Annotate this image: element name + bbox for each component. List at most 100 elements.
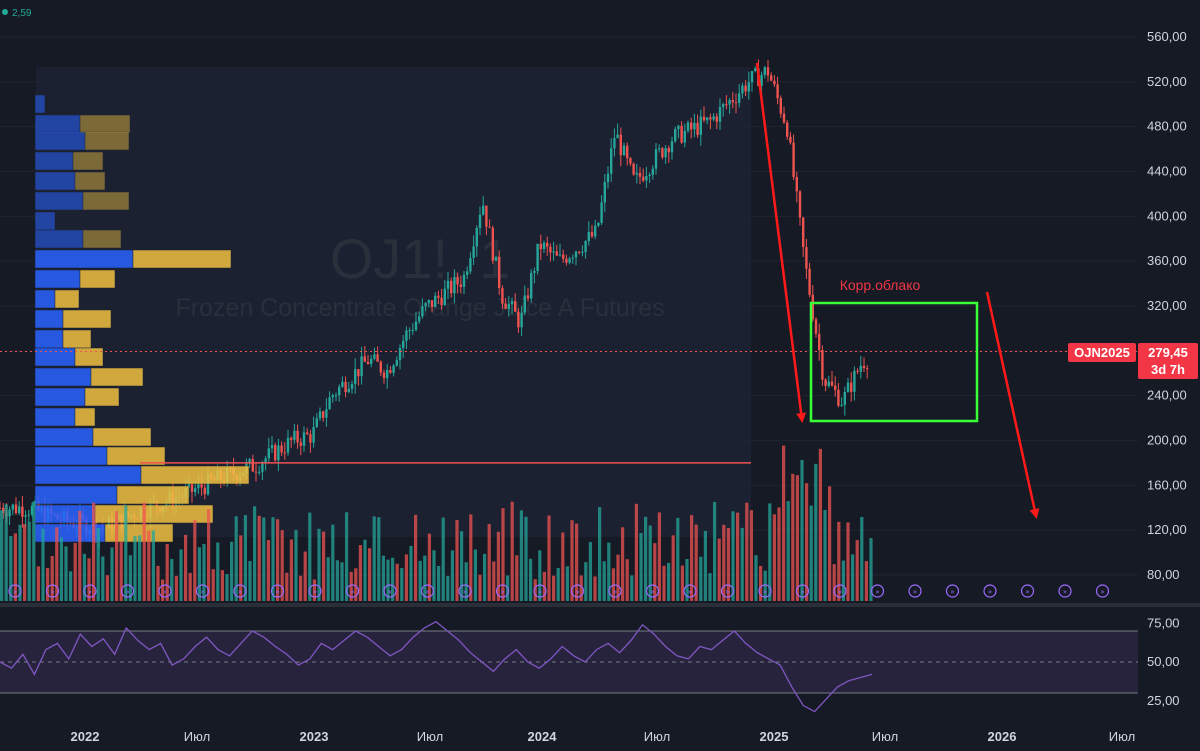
profile-bar-yellow — [74, 407, 96, 427]
volume-bar — [450, 550, 454, 601]
candle-body — [651, 168, 654, 175]
volume-bar — [299, 575, 303, 601]
volume-bar — [726, 527, 730, 601]
volume-bar — [36, 566, 40, 601]
volume-bar — [372, 516, 376, 601]
candle-body — [542, 242, 546, 250]
candle-body — [267, 448, 270, 459]
volume-bar — [828, 486, 832, 601]
volume-bar — [377, 517, 381, 601]
candle-body — [731, 99, 734, 103]
volume-bar — [851, 554, 855, 601]
profile-bar-yellow — [116, 485, 190, 505]
candle-body — [606, 173, 610, 183]
down-arrow-2 — [985, 291, 1040, 519]
candle-body — [418, 316, 421, 322]
candle-body — [0, 507, 2, 509]
event-marker-glyph: » — [725, 588, 729, 596]
candle-body — [846, 382, 850, 393]
event-marker-glyph: » — [1063, 588, 1067, 596]
volume-bar — [621, 527, 625, 601]
volume-bar — [441, 517, 445, 601]
volume-profile — [34, 94, 250, 543]
candle-body — [424, 303, 427, 307]
volume-bar — [46, 567, 50, 601]
volume-bar — [391, 557, 395, 601]
candle-body — [328, 397, 331, 410]
price-tag-bg — [1138, 343, 1198, 379]
volume-bar — [460, 531, 464, 601]
candle-body — [552, 251, 555, 253]
event-marker-glyph: » — [163, 588, 167, 596]
profile-bar-yellow — [92, 427, 152, 447]
event-marker-icon — [120, 584, 135, 598]
volume-bar — [243, 515, 247, 601]
event-marker-icon — [233, 584, 247, 598]
time-tick-label: 2022 — [71, 729, 100, 744]
profile-bar-yellow — [62, 329, 92, 349]
volume-bar — [335, 560, 339, 601]
volume-bar — [105, 575, 109, 601]
candle-body — [498, 256, 501, 289]
event-marker-glyph: » — [388, 588, 392, 596]
candle-body — [299, 442, 302, 446]
volume-bar — [478, 574, 482, 601]
candle-body — [805, 247, 808, 269]
volume-bar — [487, 524, 491, 601]
event-marker-glyph: » — [275, 588, 279, 596]
event-marker-glyph: » — [875, 588, 879, 596]
profile-bar-blue — [34, 269, 81, 289]
volume-bar — [708, 573, 712, 601]
candle-body — [8, 509, 11, 517]
volume-bar — [832, 564, 836, 601]
profile-bar-yellow — [84, 131, 130, 151]
profile-bar-yellow — [132, 249, 232, 269]
candle-body — [830, 381, 834, 386]
candle-body — [738, 93, 741, 103]
candle-body — [306, 432, 309, 435]
last-price-label: 279,45 — [1148, 345, 1188, 360]
event-marker-glyph: » — [238, 588, 242, 596]
candle-body — [258, 471, 261, 473]
candle-body — [859, 365, 862, 372]
profile-bar-yellow — [79, 114, 131, 134]
rsi-tick-label: 75,00 — [1147, 615, 1180, 630]
candle-body — [440, 297, 443, 306]
profile-bar-blue — [34, 465, 142, 485]
candle-body — [549, 246, 552, 253]
candle-body — [837, 389, 840, 406]
candle-body — [270, 445, 274, 449]
candle-body — [821, 349, 824, 380]
profile-bar-blue — [34, 171, 76, 191]
volume-bar — [639, 533, 643, 601]
candle-body — [693, 122, 696, 130]
volume-bar — [276, 519, 280, 601]
candle-body — [715, 116, 718, 122]
indicator-readout: 2,59 — [12, 8, 32, 19]
volume-bar — [809, 505, 813, 601]
time-tick-label: Июл — [417, 729, 443, 744]
candle-body — [642, 176, 645, 181]
candle-body — [555, 251, 558, 256]
volume-bar — [161, 579, 165, 601]
volume-bar — [82, 553, 86, 601]
candle-body — [427, 300, 430, 304]
volume-bar — [271, 517, 275, 601]
event-marker-icon — [570, 584, 585, 598]
volume-bar — [165, 544, 169, 601]
candle-body — [459, 284, 462, 287]
candle-body — [619, 134, 622, 156]
volume-bar — [579, 575, 583, 601]
volume-bar — [731, 511, 735, 601]
event-marker-glyph: » — [1100, 588, 1104, 596]
candle-body — [613, 138, 616, 149]
volume-bar — [630, 575, 634, 601]
volume-bar — [230, 541, 234, 601]
volume-bar — [795, 475, 799, 601]
candle-body — [536, 243, 539, 271]
candle-body — [674, 129, 677, 142]
volume-bar — [483, 553, 487, 601]
volume-bar — [680, 565, 684, 601]
volume-bar — [814, 463, 818, 601]
